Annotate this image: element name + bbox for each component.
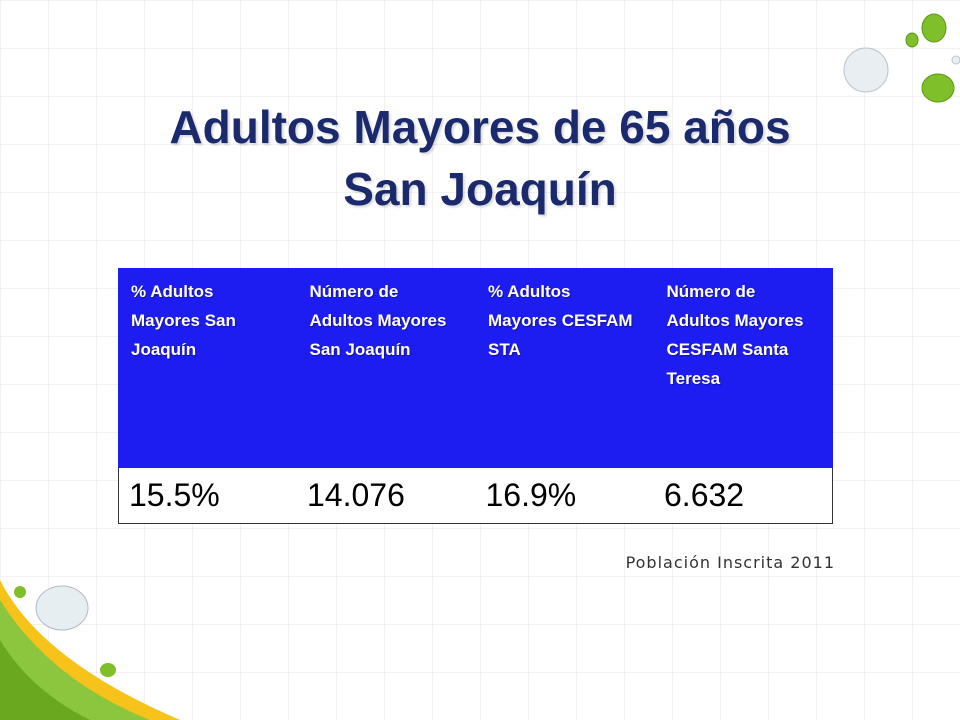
clear-drop-icon bbox=[951, 55, 960, 65]
value-cell-count-san-joaquin: 14.076 bbox=[297, 467, 476, 524]
header-cell-pct-san-joaquin: % Adultos Mayores San Joaquín bbox=[118, 268, 298, 468]
clear-drop-icon bbox=[35, 585, 89, 631]
green-drop-icon bbox=[905, 32, 919, 48]
header-cell-count-cesfam: Número de Adultos Mayores CESFAM Santa T… bbox=[653, 268, 833, 468]
header-cell-pct-cesfam: % Adultos Mayores CESFAM STA bbox=[475, 268, 655, 468]
green-drop-icon bbox=[100, 663, 116, 677]
title-line-1: Adultos Mayores de 65 años bbox=[169, 101, 791, 153]
table-header-row: % Adultos Mayores San Joaquín Número de … bbox=[118, 268, 833, 468]
green-drop-icon bbox=[921, 73, 955, 103]
water-drops-decoration bbox=[843, 13, 960, 103]
value-cell-pct-cesfam: 16.9% bbox=[475, 467, 654, 524]
value-cell-count-cesfam: 6.632 bbox=[654, 467, 833, 524]
table-row: 15.5% 14.076 16.9% 6.632 bbox=[118, 467, 833, 524]
clear-drop-icon bbox=[843, 47, 889, 93]
header-cell-count-san-joaquin: Número de Adultos Mayores San Joaquín bbox=[296, 268, 476, 468]
green-drop-icon bbox=[921, 13, 947, 43]
source-note: Población Inscrita 2011 bbox=[625, 553, 835, 572]
value-cell-pct-san-joaquin: 15.5% bbox=[118, 467, 297, 524]
elderly-population-table: % Adultos Mayores San Joaquín Número de … bbox=[118, 268, 833, 524]
green-drop-icon bbox=[14, 586, 26, 598]
corner-swoosh-decoration bbox=[0, 580, 180, 720]
slide-title: Adultos Mayores de 65 años San Joaquín bbox=[0, 96, 960, 220]
title-line-2: San Joaquín bbox=[343, 163, 617, 215]
